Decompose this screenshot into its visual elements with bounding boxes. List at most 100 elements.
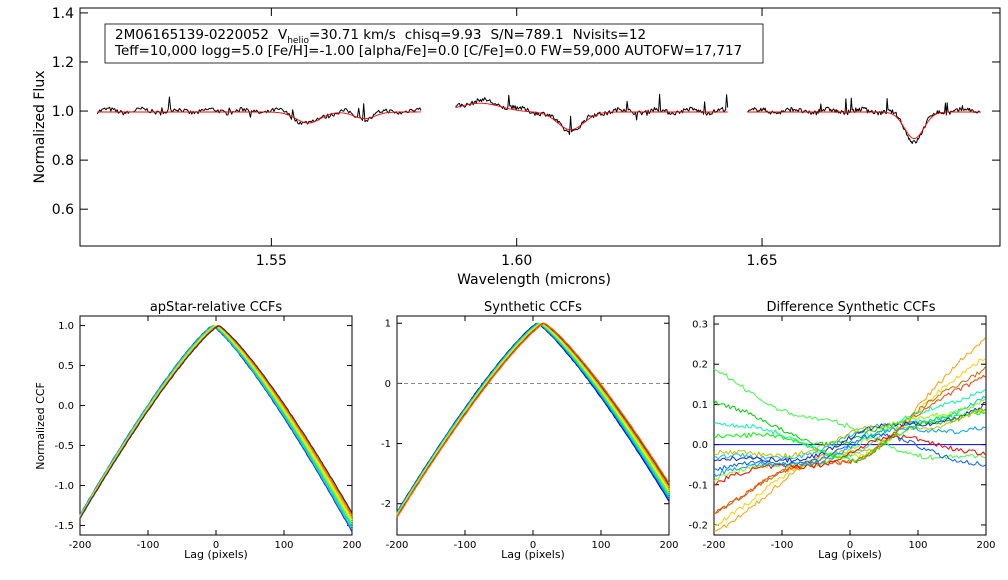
ccf-series-line bbox=[79, 325, 353, 519]
x-tick-label: 100 bbox=[591, 540, 610, 551]
legend-v-value: =30.71 km/s bbox=[309, 27, 396, 43]
difference-series-line bbox=[713, 407, 986, 459]
legend-line2: Teff=10,000 logg=5.0 [Fe/H]=-1.00 [alpha… bbox=[114, 43, 742, 59]
apstar-ccf-title: apStar-relative CCFs bbox=[150, 300, 283, 315]
difference-ccf-lines bbox=[713, 337, 986, 532]
ccf-series-line bbox=[396, 322, 670, 518]
apstar-ccf-panel: apStar-relative CCFs -200 -100 0 100 200 -1.5… bbox=[34, 300, 362, 561]
difference-ccf-panel: Difference Synthetic CCFs -200 -100 0 100 20… bbox=[688, 300, 995, 561]
difference-series-line bbox=[713, 366, 986, 514]
y-tick-label: 1.0 bbox=[58, 321, 74, 332]
y-tick-label: 0.6 bbox=[52, 202, 74, 218]
difference-series-line bbox=[713, 401, 986, 463]
ccf-series-line bbox=[396, 323, 670, 515]
x-tick-label: 0 bbox=[213, 540, 219, 551]
difference-ccf-ticks: -200 -100 0 100 200 -0.2 -0.1 0.0 0.1 0.2 0.3 bbox=[688, 316, 996, 551]
y-tick-label: 0.0 bbox=[58, 401, 74, 412]
x-tick-label: 200 bbox=[659, 540, 678, 551]
difference-ccf-title: Difference Synthetic CCFs bbox=[766, 300, 935, 315]
y-tick-label: 1 bbox=[385, 319, 391, 330]
spectrum-lines bbox=[96, 93, 981, 145]
model-spectrum-line bbox=[97, 111, 421, 124]
difference-series-line bbox=[713, 425, 986, 477]
y-tick-label: 1.2 bbox=[52, 55, 74, 71]
ccf-series-line bbox=[396, 322, 670, 518]
legend-v-prefix: V bbox=[278, 27, 288, 43]
y-tick-label: -1 bbox=[381, 439, 391, 450]
x-tick-label: 200 bbox=[342, 540, 361, 551]
model-spectrum-line bbox=[747, 111, 981, 139]
ccf-series-line bbox=[79, 325, 353, 521]
x-tick-label: 0 bbox=[847, 540, 853, 551]
ccf-series-line bbox=[79, 325, 353, 533]
y-tick-label: 0.1 bbox=[692, 400, 708, 411]
y-tick-label: -1.0 bbox=[54, 481, 74, 492]
difference-ccf-xlabel: Lag (pixels) bbox=[818, 548, 882, 561]
apstar-ccf-xlabel: Lag (pixels) bbox=[184, 548, 248, 561]
ccf-series-line bbox=[396, 322, 670, 516]
ccf-series-line bbox=[396, 322, 670, 515]
legend-line1: 2M06165139-0220052 Vhelio=30.71 km/s chisq… bbox=[115, 27, 646, 46]
y-tick-label: 0 bbox=[385, 379, 391, 390]
y-tick-label: 0.2 bbox=[692, 360, 708, 371]
y-tick-label: 0.3 bbox=[692, 320, 708, 331]
ccf-series-line bbox=[396, 322, 670, 517]
ccf-series-line bbox=[79, 325, 353, 525]
apstar-ccf-lines bbox=[79, 325, 353, 533]
ccf-series-line bbox=[396, 323, 670, 516]
spectrum-ylabel: Normalized Flux bbox=[32, 71, 48, 184]
model-spectrum-line bbox=[455, 102, 728, 131]
y-tick-label: -1.5 bbox=[54, 521, 74, 532]
difference-series-line bbox=[713, 337, 986, 532]
difference-series-line bbox=[713, 410, 986, 463]
synthetic-ccf-title: Synthetic CCFs bbox=[484, 300, 582, 315]
ccf-series-line bbox=[396, 322, 670, 514]
spectrum-panel: 1.55 1.60 1.65 0.6 0.8 1.0 1.2 1.4 2M06165139-0… bbox=[32, 6, 1001, 288]
ccf-series-line bbox=[79, 325, 353, 519]
spectrum-legend: 2M06165139-0220052 Vhelio=30.71 km/s chisq… bbox=[104, 23, 764, 64]
difference-series-line bbox=[713, 434, 986, 486]
x-tick-label: 1.65 bbox=[746, 253, 777, 269]
y-tick-label: -2 bbox=[381, 499, 391, 510]
difference-series-line bbox=[713, 374, 986, 515]
synthetic-ccf-xlabel: Lag (pixels) bbox=[501, 548, 565, 561]
ccf-series-line bbox=[79, 325, 353, 527]
legend-box bbox=[104, 23, 764, 64]
y-tick-label: -0.2 bbox=[688, 520, 708, 531]
spectrum-xlabel: Wavelength (microns) bbox=[457, 272, 611, 288]
legend-snr: S/N=789.1 bbox=[490, 27, 563, 43]
x-tick-label: 1.55 bbox=[256, 253, 287, 269]
difference-series-line bbox=[713, 398, 986, 482]
apstar-ccf-frame bbox=[79, 315, 353, 536]
y-tick-label: 0.8 bbox=[52, 153, 74, 169]
x-tick-label: -200 bbox=[386, 540, 409, 551]
x-tick-label: 0 bbox=[530, 540, 536, 551]
difference-series-line bbox=[713, 400, 986, 447]
y-tick-label: 0.5 bbox=[58, 361, 74, 372]
x-tick-label: 1.60 bbox=[501, 253, 532, 269]
legend-chisq: chisq=9.93 bbox=[405, 27, 482, 43]
y-tick-label: 0.0 bbox=[692, 440, 708, 451]
legend-v-sub: helio bbox=[287, 36, 309, 46]
difference-series-line bbox=[713, 389, 986, 458]
synthetic-ccf-ticks: -200 -100 0 100 200 -2 -1 0 1 bbox=[381, 316, 679, 551]
x-tick-label: 100 bbox=[274, 540, 293, 551]
x-tick-label: -100 bbox=[137, 540, 160, 551]
y-tick-label: -0.1 bbox=[688, 480, 708, 491]
legend-nvisits: Nvisits=12 bbox=[573, 27, 646, 43]
ccf-series-line bbox=[396, 322, 670, 513]
apstar-ccf-ylabel: Normalized CCF bbox=[34, 382, 47, 470]
ccf-series-line bbox=[79, 325, 353, 519]
x-tick-label: 200 bbox=[976, 540, 995, 551]
apstar-ccf-ticks: -200 -100 0 100 200 -1.5 -1.0 -0.5 0.0 0.5 1.0 bbox=[54, 316, 362, 551]
y-tick-label: 1.4 bbox=[52, 6, 74, 22]
x-tick-label: -200 bbox=[703, 540, 726, 551]
difference-ccf-frame bbox=[713, 315, 987, 536]
synthetic-ccf-lines bbox=[396, 322, 670, 518]
x-tick-label: 100 bbox=[908, 540, 927, 551]
x-tick-label: -100 bbox=[454, 540, 477, 551]
ccf-series-line bbox=[79, 325, 353, 530]
x-tick-label: -200 bbox=[69, 540, 92, 551]
